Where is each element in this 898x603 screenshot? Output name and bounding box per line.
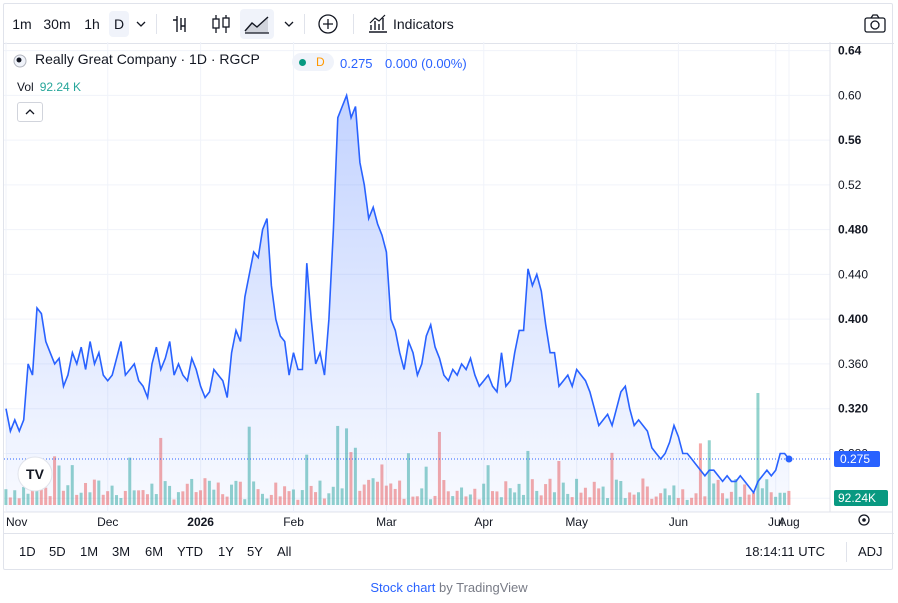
y-tick-label: 0.360 <box>838 357 868 371</box>
last-price-box <box>834 451 880 468</box>
market-open-dot-icon <box>299 59 306 66</box>
interval-1m-button[interactable]: 1m <box>12 16 32 32</box>
y-tick-label: 0.480 <box>838 223 868 237</box>
volume-axis-label: 92.24K <box>838 491 876 505</box>
volume-legend-value: 92.24 K <box>39 80 82 94</box>
range-6m-button[interactable]: 6M <box>145 544 164 559</box>
indicators-button[interactable]: Indicators <box>393 16 454 32</box>
top-toolbar: 1m 30m 1h D Indicators <box>4 4 894 44</box>
y-tick-label: 0.52 <box>838 178 862 192</box>
indicators-icon[interactable] <box>365 12 391 36</box>
x-tick-label: 2026 <box>187 515 214 529</box>
y-tick-label: 0.440 <box>838 267 868 281</box>
collapse-legend-button[interactable] <box>17 102 43 122</box>
price-chart[interactable]: 0.2400.2800.3200.3600.4000.4400.4800.520… <box>4 42 892 532</box>
interval-1h-button[interactable]: 1h <box>84 16 100 32</box>
company-logo-icon <box>13 54 27 68</box>
compare-add-symbol-icon[interactable] <box>315 12 341 36</box>
range-1d-button[interactable]: 1D <box>19 544 36 559</box>
tradingview-logo: TV <box>17 456 53 492</box>
footer-attribution: Stock chart by TradingView <box>0 580 898 595</box>
last-price-dot <box>785 455 793 463</box>
range-3m-button[interactable]: 3M <box>112 544 131 559</box>
svg-text:TV: TV <box>26 466 45 482</box>
utc-clock[interactable]: 18:14:11 UTC <box>745 544 825 559</box>
symbol-title[interactable]: Really Great Company · 1D · RGCP <box>35 51 260 67</box>
legend-change: 0.000 (0.00%) <box>385 56 467 71</box>
bars-chart-type-icon[interactable] <box>168 12 194 36</box>
interval-30m-button[interactable]: 30m <box>43 16 71 32</box>
y-tick-label: 0.60 <box>838 88 862 102</box>
market-status-badge[interactable]: D <box>292 53 334 71</box>
x-tick-label: May <box>565 515 588 529</box>
interval-dropdown-chevron-icon[interactable] <box>132 12 150 36</box>
range-5y-button[interactable]: 5Y <box>247 544 263 559</box>
legend-price: 0.275 <box>340 56 373 71</box>
volume-legend-label: Vol <box>17 80 34 94</box>
chart-type-dropdown-chevron-icon[interactable] <box>280 12 298 36</box>
candles-chart-type-icon[interactable] <box>208 12 234 36</box>
stock-chart-link[interactable]: Stock chart <box>370 580 436 595</box>
x-tick-label: Apr <box>474 515 493 529</box>
y-tick-label: 0.320 <box>838 402 868 416</box>
x-tick-label: Dec <box>97 515 118 529</box>
chevron-up-icon <box>25 109 35 115</box>
volume-bar <box>756 393 760 505</box>
footer-by-text: by TradingView <box>439 580 528 595</box>
x-tick-label: Jul <box>768 515 783 529</box>
volume-bar <box>4 489 8 505</box>
y-tick-label: 0.64 <box>838 44 862 58</box>
settings-gear-icon[interactable] <box>858 514 870 526</box>
x-tick-label: Mar <box>376 515 397 529</box>
range-ytd-button[interactable]: YTD <box>177 544 203 559</box>
y-tick-label: 0.400 <box>838 312 868 326</box>
range-1m-button[interactable]: 1M <box>80 544 99 559</box>
range-all-button[interactable]: All <box>277 544 292 559</box>
bottom-toolbar: 1D 5D 1M 3M 6M YTD 1Y 5Y All 18:14:11 UT… <box>4 533 894 569</box>
y-tick-label: 0.56 <box>838 133 862 147</box>
chart-widget: 1m 30m 1h D Indicators <box>3 3 894 570</box>
volume-box <box>834 490 888 506</box>
range-5d-button[interactable]: 5D <box>49 544 66 559</box>
camera-snapshot-icon[interactable] <box>862 12 888 36</box>
x-tick-label: Aug <box>778 515 799 529</box>
price-series-line <box>5 92 790 495</box>
adjust-button[interactable]: ADJ <box>858 544 883 559</box>
x-tick-label: Jun <box>669 515 688 529</box>
area-chart-type-icon[interactable] <box>240 9 274 39</box>
x-tick-label: Nov <box>6 515 27 529</box>
x-tick-label: Feb <box>283 515 304 529</box>
market-badge-label: D <box>316 55 325 69</box>
price-area-fill <box>6 95 789 513</box>
volume-legend: Vol 92.24 K <box>17 80 81 94</box>
range-1y-button[interactable]: 1Y <box>218 544 234 559</box>
interval-d-button[interactable]: D <box>109 11 129 37</box>
last-price-label: 0.275 <box>840 452 870 466</box>
